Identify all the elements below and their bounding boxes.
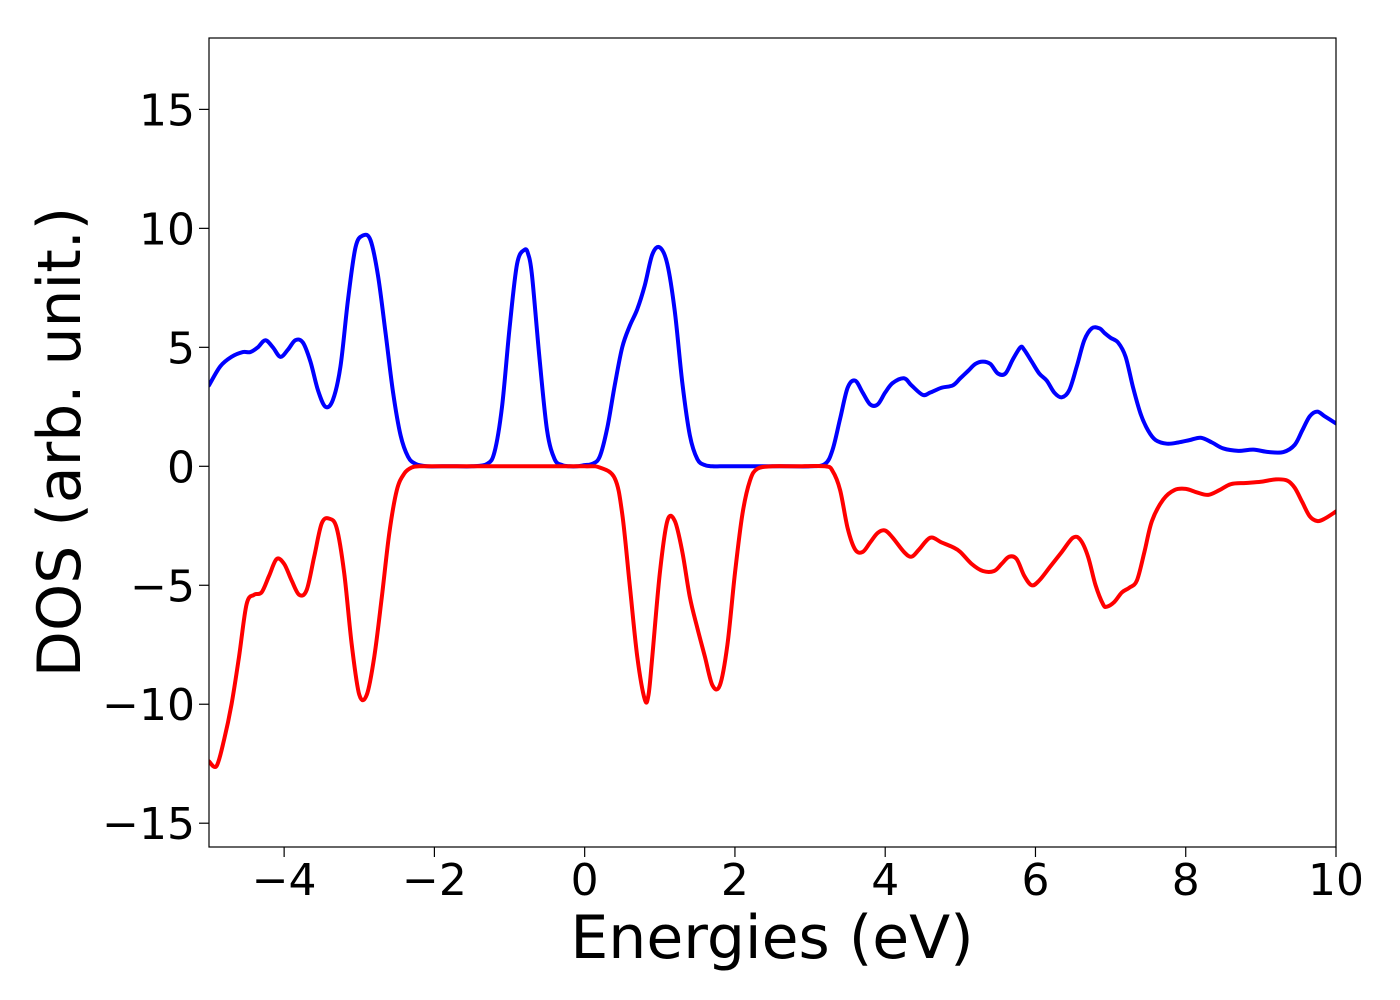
y-tick-label: 10: [139, 204, 195, 255]
x-tick-label: 8: [1172, 855, 1200, 906]
series-line-upper: [209, 232, 1336, 469]
x-tick-label: 2: [721, 855, 749, 906]
x-tick-label: 0: [571, 855, 599, 906]
y-tick-label: 15: [139, 85, 195, 136]
y-axis-label: DOS (arb. unit.): [25, 207, 95, 677]
series-line-lower: [209, 463, 1336, 769]
y-tick-label: 5: [167, 323, 195, 374]
x-tick-label: −4: [252, 855, 317, 906]
series-layer: [209, 232, 1336, 769]
y-tick-label: 0: [167, 442, 195, 493]
y-tick-label: −10: [102, 680, 195, 731]
x-tick-label: −2: [402, 855, 467, 906]
plot-frame: [208, 37, 1337, 848]
x-axis-label: Energies (eV): [570, 903, 973, 973]
x-tick-label: 10: [1308, 855, 1364, 906]
x-axis-ticks: −4 −2 0 2 4 6 8 10: [252, 847, 1364, 906]
y-tick-label: −15: [102, 799, 195, 850]
y-tick-label: −5: [130, 561, 195, 612]
y-axis-ticks: −15 −10 −5 0 5 10 15: [102, 85, 209, 850]
x-tick-label: 4: [871, 855, 899, 906]
x-tick-label: 6: [1021, 855, 1049, 906]
